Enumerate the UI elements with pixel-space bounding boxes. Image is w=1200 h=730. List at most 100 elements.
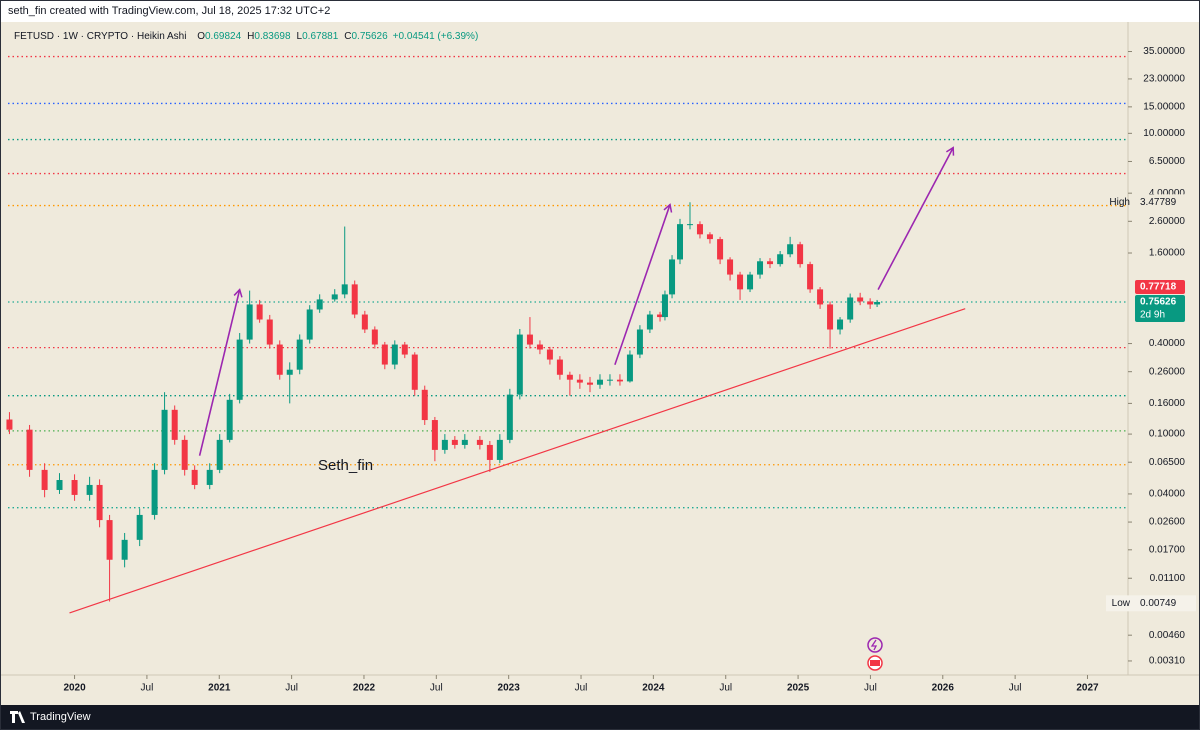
candle-body	[216, 439, 223, 470]
arrow	[614, 203, 673, 366]
y-tick-label: 0.00460	[1149, 630, 1186, 641]
y-tick-label: 35.00000	[1143, 46, 1185, 57]
legend-symbol: FETUSD · 1W · CRYPTO · Heikin Ashi	[14, 31, 186, 42]
axes: 35.00000 23.00000 15.00000 10.00000 6.50000 4…	[63, 46, 1196, 694]
candle-body	[874, 301, 881, 305]
x-tick-label: 2027	[1076, 683, 1099, 694]
candle-body	[296, 339, 303, 370]
candle-body	[661, 294, 668, 318]
candle-body	[421, 389, 428, 421]
candle-body	[646, 314, 653, 330]
candle-body	[341, 284, 348, 295]
candle-body	[461, 439, 468, 445]
candle-body	[566, 374, 573, 380]
candle-body	[506, 394, 513, 440]
candle-body	[96, 484, 103, 521]
candle-body	[827, 304, 834, 330]
candle-body	[787, 244, 794, 255]
x-tick-label: 2025	[787, 683, 810, 694]
candle-body	[256, 304, 263, 320]
badge-label: High	[1109, 197, 1130, 208]
candle-body	[586, 382, 593, 385]
legend-change: +0.04541 (+6.39%)	[393, 31, 479, 42]
legend-key: L	[297, 31, 303, 42]
candle-body	[371, 329, 378, 345]
candle-body	[616, 379, 623, 382]
candle-body	[41, 469, 48, 490]
y-tick-label: 2.60000	[1149, 216, 1186, 227]
candle-body	[626, 354, 633, 382]
badge-prev: 0.77718	[1140, 282, 1177, 293]
badge-value: 0.00749	[1140, 598, 1177, 609]
candle-body	[747, 274, 754, 290]
event-icon-flag	[870, 660, 880, 666]
candle-body	[727, 259, 734, 275]
y-tick-label: 0.40000	[1149, 338, 1186, 349]
y-tick-label: 10.00000	[1143, 128, 1185, 139]
candle-body	[266, 319, 273, 345]
y-tick-label: 0.10000	[1149, 429, 1186, 440]
chart-background	[0, 22, 1200, 705]
candle-body	[121, 539, 128, 560]
candle-body	[71, 480, 78, 495]
candle-body	[677, 224, 683, 260]
x-tick-label: 2026	[932, 683, 955, 694]
candle-body	[696, 224, 703, 235]
candle-body	[431, 420, 438, 450]
candle-body	[717, 239, 724, 260]
candle-body	[361, 314, 368, 330]
badge-bg	[1106, 595, 1196, 612]
candle-body	[411, 354, 418, 390]
candle-body	[171, 409, 178, 440]
legend-key: O	[197, 31, 205, 42]
y-tick-label: 6.50000	[1149, 156, 1186, 167]
legend-value: 0.83698	[254, 31, 291, 42]
candle-body	[401, 344, 408, 355]
candle-body	[636, 329, 643, 355]
candle-body	[181, 439, 188, 470]
badge-bg	[1134, 194, 1196, 211]
candle-body	[161, 409, 168, 470]
candle-body	[777, 254, 784, 265]
candle-body	[331, 294, 338, 300]
event-icon[interactable]	[867, 637, 883, 653]
y-tick-label: 23.00000	[1143, 74, 1185, 85]
legend-key: H	[247, 31, 254, 42]
y-tick-label: 0.16000	[1149, 398, 1186, 409]
candle-body	[306, 309, 313, 340]
x-tick-label: Jul	[285, 683, 298, 694]
brand: TradingView	[30, 711, 91, 723]
footer-bar	[0, 705, 1200, 730]
candle-body	[191, 469, 198, 485]
candle-body	[596, 379, 603, 385]
badge-prev-bg	[1135, 279, 1185, 294]
y-tick-label: 0.04000	[1149, 489, 1186, 500]
candle-body	[106, 520, 113, 560]
candle-body	[657, 314, 664, 318]
y-tick-label: 0.02600	[1149, 517, 1186, 528]
candle-body	[737, 274, 744, 290]
badge-last-bg	[1135, 294, 1185, 322]
candle-body	[767, 261, 774, 265]
badge-value: 3.47789	[1140, 197, 1177, 208]
x-tick-label: Jul	[430, 683, 443, 694]
y-tick-label: 0.06500	[1149, 457, 1186, 468]
badge-label: Low	[1112, 598, 1131, 609]
candle-body	[246, 304, 253, 340]
watermark: Seth_fin	[318, 457, 373, 474]
y-tick-label: 1.60000	[1149, 248, 1186, 259]
candle-body	[316, 299, 323, 310]
candle-body	[757, 261, 764, 275]
candle-body	[516, 334, 523, 395]
candle-body	[151, 469, 158, 515]
candle-body	[606, 379, 613, 381]
y-tick-label: 0.01700	[1149, 544, 1186, 555]
candle-body	[351, 284, 358, 315]
arrow	[198, 288, 243, 456]
candle-body	[286, 369, 293, 375]
candle-body	[857, 297, 864, 302]
candle-body	[837, 319, 844, 330]
legend-value: 0.69824	[205, 31, 242, 42]
x-tick-label: Jul	[864, 683, 877, 694]
